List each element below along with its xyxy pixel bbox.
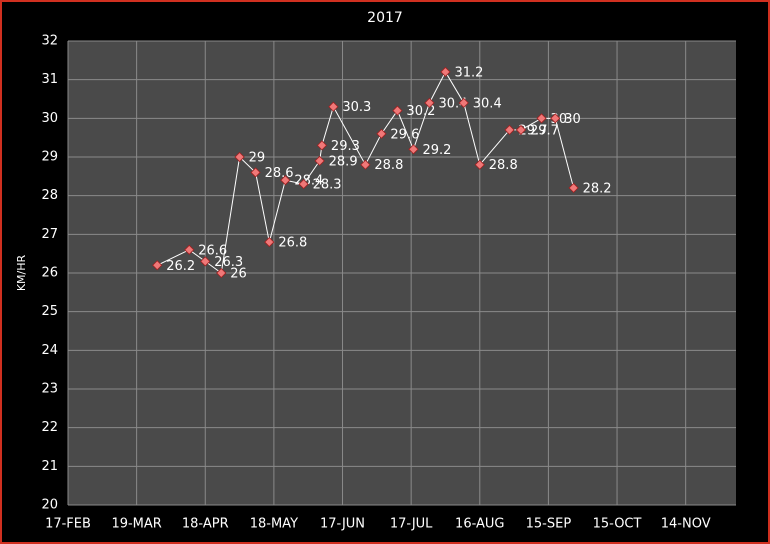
- point-marker: [314, 155, 325, 166]
- data-label: 28.3: [313, 178, 342, 193]
- data-label: 28.8: [374, 158, 403, 173]
- data-label: 30.2: [406, 104, 435, 119]
- y-tick-label: 32: [41, 34, 58, 49]
- point-marker: [360, 159, 371, 170]
- data-label: 31.2: [454, 65, 483, 80]
- x-tick-label: 18-MAY: [250, 517, 298, 532]
- point-marker: [184, 244, 195, 255]
- y-tick-label: 25: [41, 304, 58, 319]
- point-marker: [536, 113, 547, 124]
- data-label: 29.2: [422, 143, 451, 158]
- data-label: 28.6: [265, 166, 294, 181]
- data-label: 26.8: [278, 236, 307, 251]
- point-marker: [550, 113, 561, 124]
- y-tick-label: 23: [41, 382, 58, 397]
- y-tick-label: 22: [41, 420, 58, 435]
- data-label: 26.2: [166, 259, 195, 274]
- y-tick-label: 20: [41, 498, 58, 513]
- point-marker: [376, 128, 387, 139]
- point-marker: [408, 144, 419, 155]
- data-label: 29.7: [530, 123, 559, 138]
- point-marker: [458, 97, 469, 108]
- point-marker: [328, 101, 339, 112]
- y-tick-label: 21: [41, 459, 58, 474]
- point-marker: [424, 97, 435, 108]
- chart-title: 2017: [367, 10, 403, 26]
- x-tick-label: 15-SEP: [526, 517, 572, 532]
- data-label: 30.3: [342, 100, 371, 115]
- y-tick-label: 31: [41, 72, 58, 87]
- data-label: 26: [230, 267, 247, 282]
- point-marker: [316, 140, 327, 151]
- x-tick-label: 17-JUL: [390, 517, 433, 532]
- point-marker: [568, 182, 579, 193]
- y-tick-label: 29: [41, 150, 58, 165]
- x-tick-label: 19-MAR: [111, 517, 161, 532]
- data-label: 29: [249, 151, 266, 166]
- y-tick-label: 26: [41, 266, 58, 281]
- point-marker: [474, 159, 485, 170]
- point-marker: [264, 237, 275, 248]
- x-tick-label: 17-FEB: [45, 517, 91, 532]
- point-marker: [250, 167, 261, 178]
- x-tick-label: 14-NOV: [661, 517, 711, 532]
- point-marker: [298, 179, 309, 190]
- point-marker: [440, 66, 451, 77]
- x-tick-label: 16-AUG: [455, 517, 504, 532]
- data-label: 26.6: [198, 243, 227, 258]
- data-label: 30: [564, 112, 581, 127]
- y-tick-label: 28: [41, 188, 58, 203]
- y-tick-label: 30: [41, 111, 58, 126]
- y-tick-label: 24: [41, 343, 58, 358]
- point-marker: [234, 151, 245, 163]
- x-tick-label: 15-OCT: [593, 517, 642, 532]
- data-label: 29.7: [519, 123, 548, 138]
- y-tick-label: 27: [41, 227, 58, 242]
- data-label: 29.3: [331, 139, 360, 154]
- y-axis-label: KM/HR: [15, 254, 28, 291]
- data-label: 28.9: [329, 154, 358, 169]
- point-marker: [515, 124, 527, 135]
- point-marker: [216, 267, 227, 279]
- x-tick-label: 18-APR: [182, 517, 229, 532]
- data-label: 30.4: [473, 96, 502, 111]
- point-marker: [152, 260, 163, 271]
- data-label: 30.4: [438, 96, 467, 111]
- data-label: 29.6: [390, 127, 419, 142]
- point-marker: [200, 256, 211, 267]
- point-marker: [392, 105, 403, 116]
- data-label: 28.2: [583, 181, 612, 196]
- point-marker: [280, 175, 291, 186]
- point-marker: [504, 124, 515, 135]
- data-label: 28.8: [489, 158, 518, 173]
- x-tick-label: 17-JUN: [320, 517, 365, 532]
- data-label: 26.3: [214, 255, 243, 270]
